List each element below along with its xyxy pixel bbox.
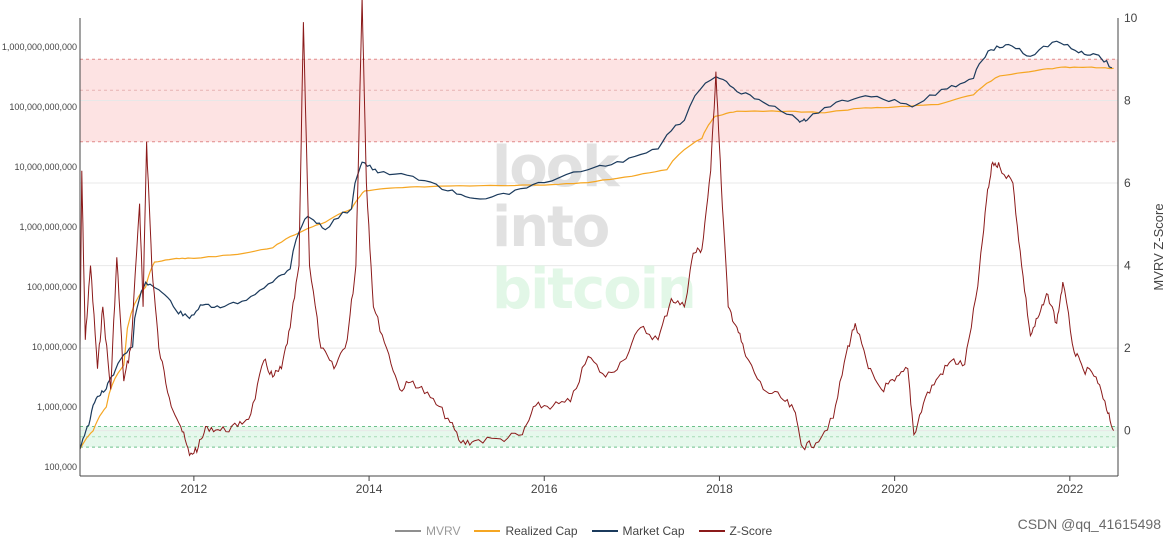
y2-tick-label: 4 (1124, 259, 1131, 273)
legend-item-z-score[interactable]: Z-Score (698, 524, 773, 538)
market-cap-line (79, 40, 1113, 450)
watermark-text: into (492, 195, 609, 260)
x-tick-label: 2014 (356, 482, 383, 496)
y2-tick-label: 6 (1124, 176, 1131, 190)
legend-swatch-market-cap (591, 530, 618, 532)
legend-label-market-cap: Market Cap (622, 524, 685, 538)
legend-swatch-z-score (698, 530, 725, 532)
x-axis-ticks: 2012 2014 2016 2018 2020 2022 (181, 476, 1083, 496)
legend-item-mvrv[interactable]: MVRV (395, 524, 460, 538)
y-tick-label: 10,000,000 (32, 342, 77, 352)
y-axis-left-ticks: 100,000 1,000,000 10,000,000 100,000,000 1,0… (2, 42, 77, 472)
y2-axis-label: MVRV Z-Score (1151, 203, 1166, 290)
x-tick-label: 2020 (881, 482, 908, 496)
y-tick-label: 100,000,000,000 (9, 102, 77, 112)
legend-label-z-score: Z-Score (729, 524, 773, 538)
y2-tick-label: 10 (1124, 11, 1138, 25)
legend-swatch-mvrv (395, 530, 421, 532)
legend-item-market-cap[interactable]: Market Cap (591, 524, 685, 538)
y-tick-label: 10,000,000,000 (14, 162, 77, 172)
x-tick-label: 2016 (531, 482, 558, 496)
y2-tick-label: 0 (1124, 424, 1131, 438)
chart-legend: MVRV Realized Cap Market Cap Z-Score (395, 524, 772, 538)
y-tick-label: 100,000 (44, 462, 77, 472)
legend-label-mvrv: MVRV (426, 524, 461, 538)
legend-label-realized-cap: Realized Cap (505, 524, 578, 538)
credit-watermark: CSDN @qq_41615498 (1017, 516, 1161, 532)
y-tick-label: 100,000,000 (27, 282, 77, 292)
x-tick-label: 2018 (706, 482, 733, 496)
watermark-text: look (492, 135, 621, 200)
x-tick-label: 2012 (181, 482, 208, 496)
y-tick-label: 1,000,000,000 (19, 222, 77, 232)
series-lines (79, 0, 1115, 457)
realized-cap-line (79, 66, 1114, 450)
gridlines (80, 100, 1118, 432)
y-axis-right-ticks: 0 2 4 6 8 10 (1124, 11, 1138, 438)
y2-tick-label: 2 (1124, 341, 1131, 355)
y2-tick-label: 8 (1124, 94, 1131, 108)
y-tick-label: 1,000,000,000,000 (2, 42, 77, 52)
x-tick-label: 2022 (1056, 482, 1083, 496)
y-tick-label: 1,000,000 (37, 402, 77, 412)
legend-item-realized-cap[interactable]: Realized Cap (474, 524, 578, 538)
watermark-text: bitcoin (492, 257, 695, 322)
z-score-line (79, 0, 1115, 457)
legend-swatch-realized-cap (474, 530, 501, 532)
